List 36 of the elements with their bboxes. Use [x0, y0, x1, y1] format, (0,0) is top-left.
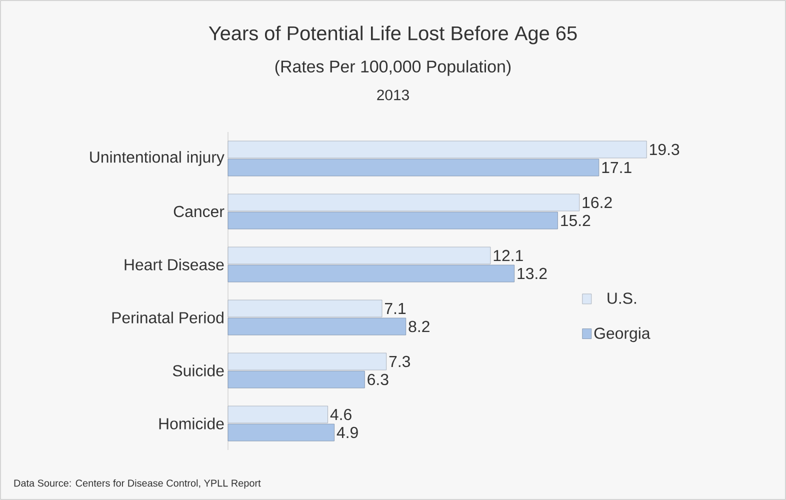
data-label: 16.2: [582, 196, 612, 208]
data-label: 7.3: [389, 356, 410, 368]
y-tick-label: Cancer: [174, 206, 224, 218]
data-label: 13.2: [518, 268, 547, 280]
bar: [228, 194, 580, 212]
bar: [228, 246, 491, 264]
text: 2013: [377, 90, 409, 100]
bar: [228, 318, 406, 336]
bar: [228, 264, 515, 282]
data-label: 7.1: [385, 303, 406, 314]
data-label: 12.1: [494, 250, 523, 262]
source-note: Data Source: Centers for Disease Control, YPLL Report: [14, 479, 261, 489]
bar: [228, 406, 328, 424]
chart-subtitle: (Rates Per 100,000 Population): [275, 60, 511, 76]
y-tick-label: Suicide: [172, 364, 224, 376]
bar: [228, 300, 382, 318]
y-tick-label: Heart Disease: [124, 258, 224, 270]
y-tick-label: Unintentional injury: [90, 151, 224, 166]
data-label: 19.3: [650, 144, 680, 156]
bar: [228, 352, 387, 370]
data-label: 17.1: [602, 162, 632, 173]
bar: [228, 158, 600, 176]
legend-label: Georgia: [594, 327, 650, 342]
bar: [228, 212, 558, 230]
data-label: 15.2: [561, 214, 590, 226]
chart-title: Years of Potential Life Lost Before Age 65: [208, 26, 577, 44]
data-label: 6.3: [368, 374, 388, 386]
legend-label: U.S.: [608, 292, 636, 304]
bar: [228, 140, 647, 158]
data-label: 8.2: [408, 320, 430, 332]
bar: [228, 370, 365, 388]
data-label: 4.9: [336, 426, 358, 438]
y-tick-label: Perinatal Period: [112, 312, 224, 324]
bar: [228, 424, 334, 442]
y-tick-label: Homicide: [159, 418, 224, 430]
data-label: 4.6: [330, 408, 352, 420]
